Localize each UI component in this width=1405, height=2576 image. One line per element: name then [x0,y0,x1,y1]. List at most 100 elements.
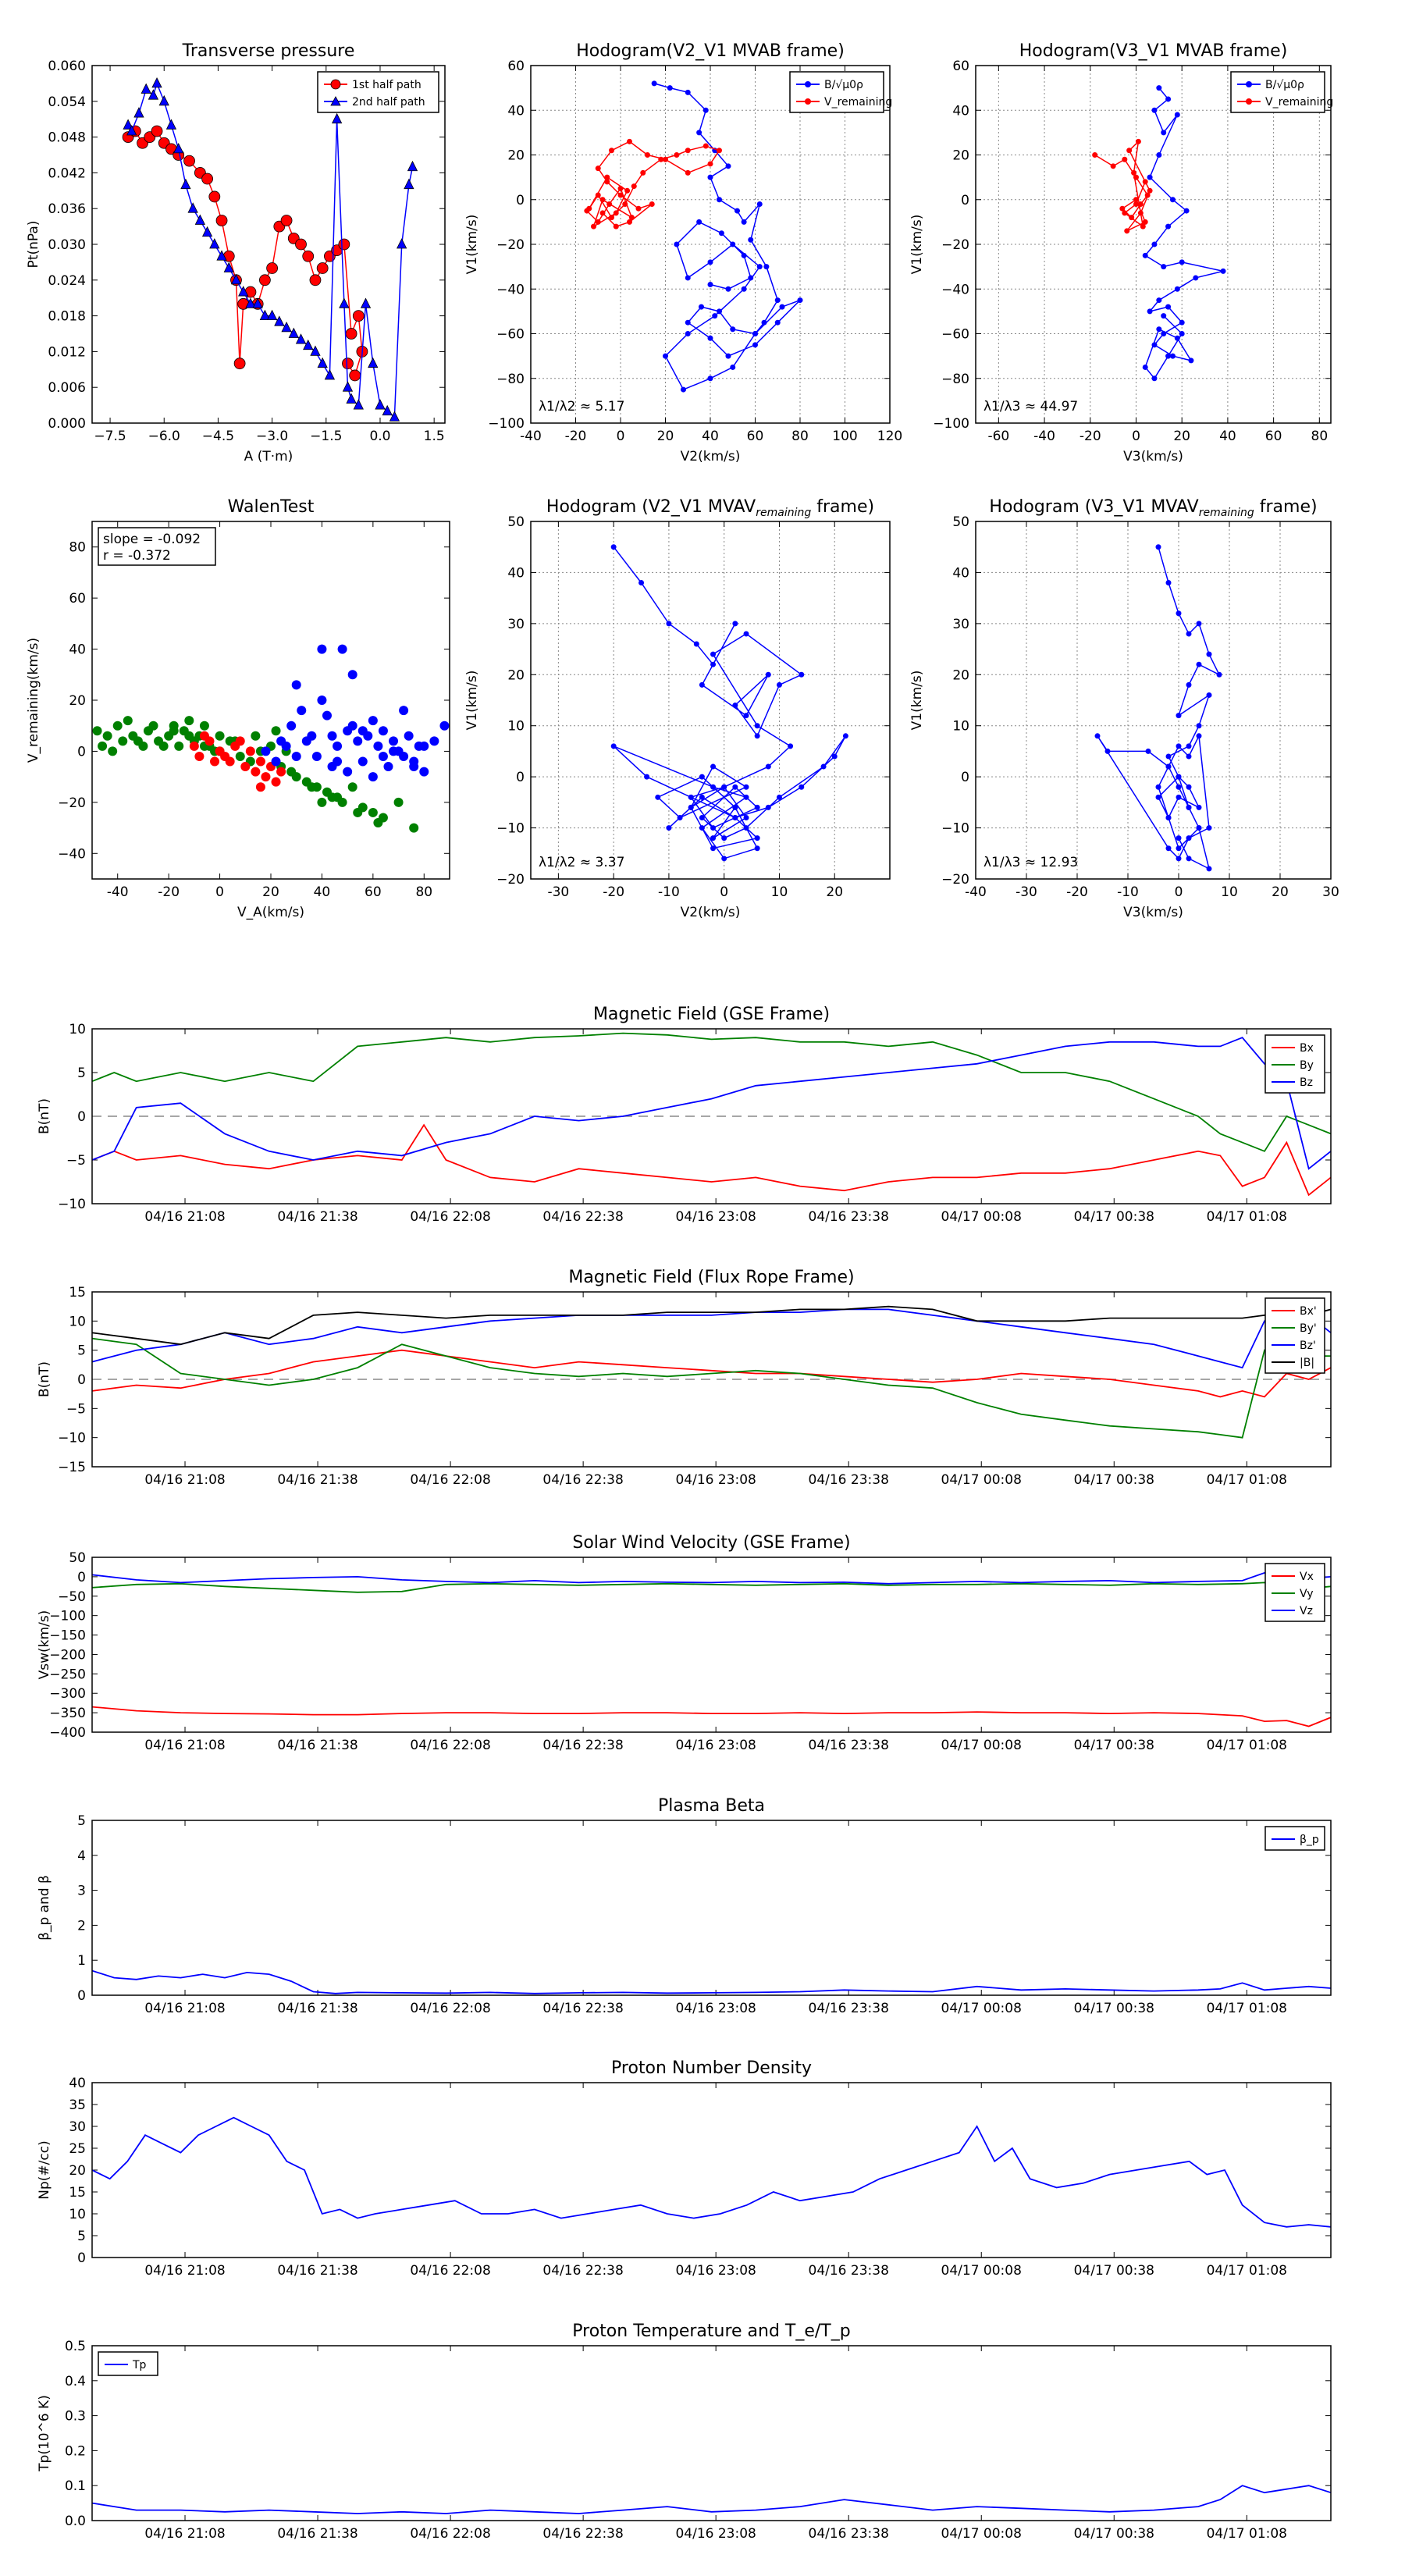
plot-frame [530,65,891,424]
data-point [187,202,198,213]
data-point [651,80,657,87]
y-tick-label: −20 [941,237,969,253]
data-point [1140,223,1146,229]
data-point [368,772,378,782]
data-point [1144,192,1151,198]
data-point [1165,223,1172,229]
data-point [799,784,805,790]
data-point [599,197,606,203]
y-tick-label: −10 [941,821,969,837]
data-point [702,107,709,113]
x-tick-label: 10 [771,884,788,900]
data-point [1165,580,1172,586]
y-tick-label: 30 [507,617,525,632]
data-point [399,706,409,716]
y-tick-label: −20 [58,795,86,811]
data-point [389,746,399,756]
data-point [216,250,227,261]
data-point [1176,835,1182,841]
data-point [230,273,242,285]
data-point [1137,210,1144,216]
data-point [92,726,102,736]
data-point [201,226,213,237]
x-tick-label: 04/16 22:08 [410,2001,490,2016]
series-line [1144,87,1224,380]
chart-title: Magnetic Field (Flux Rope Frame) [568,1268,854,1287]
legend-label: Vy [1300,1588,1314,1600]
data-point [1165,304,1172,310]
legend-label: 2nd half path [352,96,425,109]
data-point [774,297,781,304]
data-point [752,342,758,348]
data-point [1161,264,1167,270]
plot-frame [91,65,446,424]
data-point [98,741,108,751]
x-tick-label: 04/16 22:08 [410,2263,490,2279]
data-point [774,319,781,326]
x-tick-label: 04/16 21:38 [277,1472,357,1488]
eigenvalue-ratio: λ1/λ2 ≈ 5.17 [539,399,624,415]
data-point [743,631,749,637]
y-tick-label: 0.0 [65,2514,86,2529]
data-point [635,205,642,212]
data-point [148,89,159,100]
data-point [1122,156,1128,162]
data-point [324,369,336,380]
x-tick-label: 04/16 21:08 [144,2001,225,2016]
data-point [1183,208,1190,214]
data-point [754,804,760,810]
data-point [748,237,754,243]
data-point [604,174,610,180]
x-tick-label: 04/17 01:08 [1207,2001,1287,2016]
y-axis-label: V_remaining(km/s) [26,638,41,763]
y-tick-label: 20 [952,148,969,164]
data-point [240,762,251,772]
data-point [327,731,337,741]
legend-label: β_p [1300,1834,1319,1846]
x-tick-label: 10 [1221,884,1238,900]
data-point [741,286,747,292]
data-point [112,720,123,731]
y-tick-label: 10 [952,719,969,735]
title-subscript: remaining [1199,507,1254,519]
data-point [223,262,234,272]
chart-title: WalenTest [228,497,315,517]
data-point [666,621,672,627]
x-tick-label: 04/16 21:38 [277,2263,357,2279]
legend-label: By' [1300,1322,1317,1335]
x-tick-label: 80 [1311,429,1329,444]
data-point [1151,342,1158,348]
data-point [357,726,368,736]
data-point [743,784,749,790]
data-point [595,192,601,198]
data-point [1161,313,1167,319]
data-point [717,308,722,315]
data-point [1147,308,1153,315]
data-point [710,661,717,667]
y-tick-label: 0 [77,1988,86,2004]
y-tick-label: 20 [69,693,86,709]
data-point [108,746,118,756]
data-point [276,767,286,777]
y-tick-label: 0.006 [48,380,86,396]
x-tick-label: 60 [365,884,382,900]
legend-label: B/√μ0ρ [824,79,863,91]
data-layer [1092,85,1226,382]
chart-mf_gse: 04/16 21:08 04/16 21:38 04/16 22:08 04/16 2… [37,1005,1332,1225]
data-point [1142,364,1148,370]
x-tick-label: 04/16 23:08 [675,2526,756,2542]
data-point [259,309,271,321]
data-point [353,807,363,817]
data-point [820,763,827,770]
data-point [419,767,429,777]
x-tick-label: 04/16 21:38 [277,2526,357,2542]
data-point [765,804,771,810]
x-tick-label: 0 [720,884,728,900]
data-point [189,741,199,751]
data-point [245,746,255,756]
y-tick-label: 0.042 [48,165,86,181]
y-tick-label: 5 [77,1066,86,1081]
data-point [710,651,717,657]
y-tick-label: 5 [77,1343,86,1359]
data-point [1186,856,1192,862]
